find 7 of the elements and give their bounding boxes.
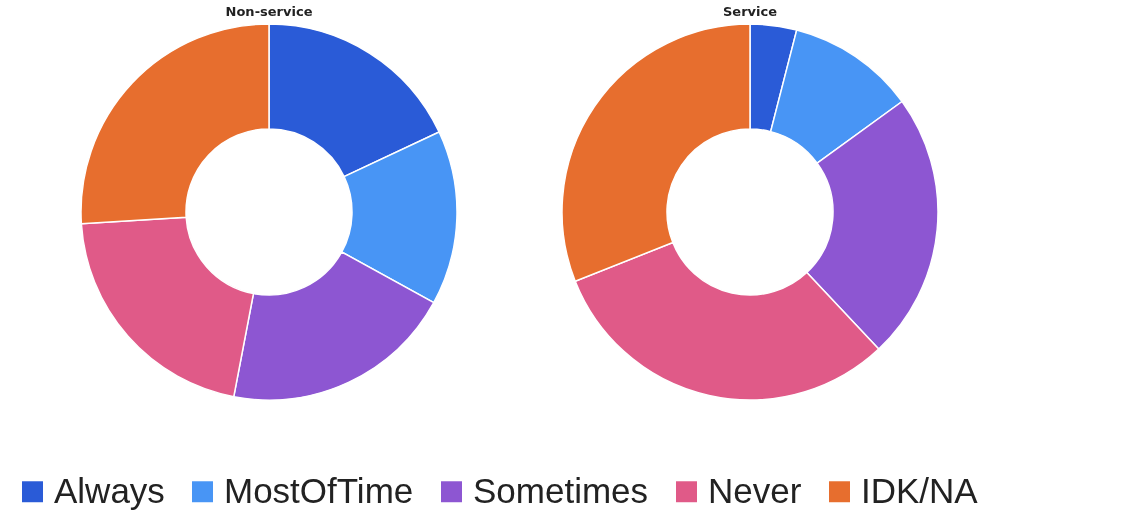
- legend-label: Never: [708, 470, 802, 510]
- chart-title: Service: [722, 4, 778, 19]
- legend-label: MostOfTime: [224, 470, 414, 510]
- legend-label: Always: [54, 470, 165, 510]
- chart-title: Non-service: [225, 4, 313, 19]
- legend-label: Sometimes: [473, 470, 649, 510]
- legend-label: IDK/NA: [861, 470, 979, 510]
